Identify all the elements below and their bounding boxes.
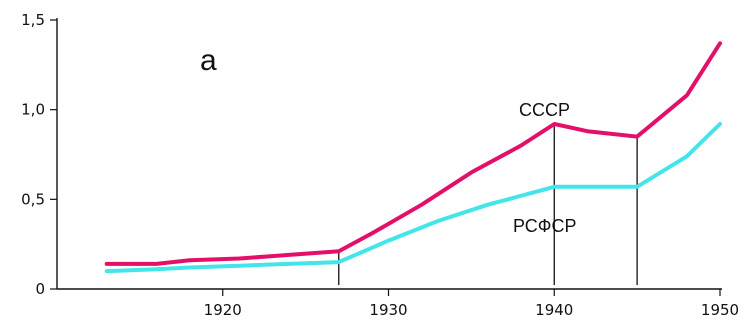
y-tick-label: 1,0 bbox=[21, 101, 45, 119]
y-tick-label: 1,5 bbox=[21, 11, 45, 29]
period-markers bbox=[338, 124, 638, 285]
series-lines bbox=[104, 41, 722, 274]
panel-label: а bbox=[200, 44, 217, 77]
x-tick-label: 1930 bbox=[369, 301, 407, 319]
series-line-rsfsr bbox=[104, 122, 722, 274]
x-tick-label: 1950 bbox=[701, 301, 739, 319]
chart-labels: а СССР РСФСР bbox=[200, 44, 577, 236]
x-tick-label: 1920 bbox=[204, 301, 242, 319]
x-tick-label: 1940 bbox=[535, 301, 573, 319]
y-tick-label: 0,5 bbox=[21, 190, 45, 208]
axes: 0 0,5 1,0 1,5 1920 1930 1940 1950 bbox=[21, 11, 739, 319]
series-label-ussr: СССР bbox=[519, 100, 570, 120]
series-line-ussr bbox=[104, 41, 722, 266]
series-label-rsfsr: РСФСР bbox=[513, 216, 577, 236]
y-tick-label: 0 bbox=[35, 280, 45, 298]
